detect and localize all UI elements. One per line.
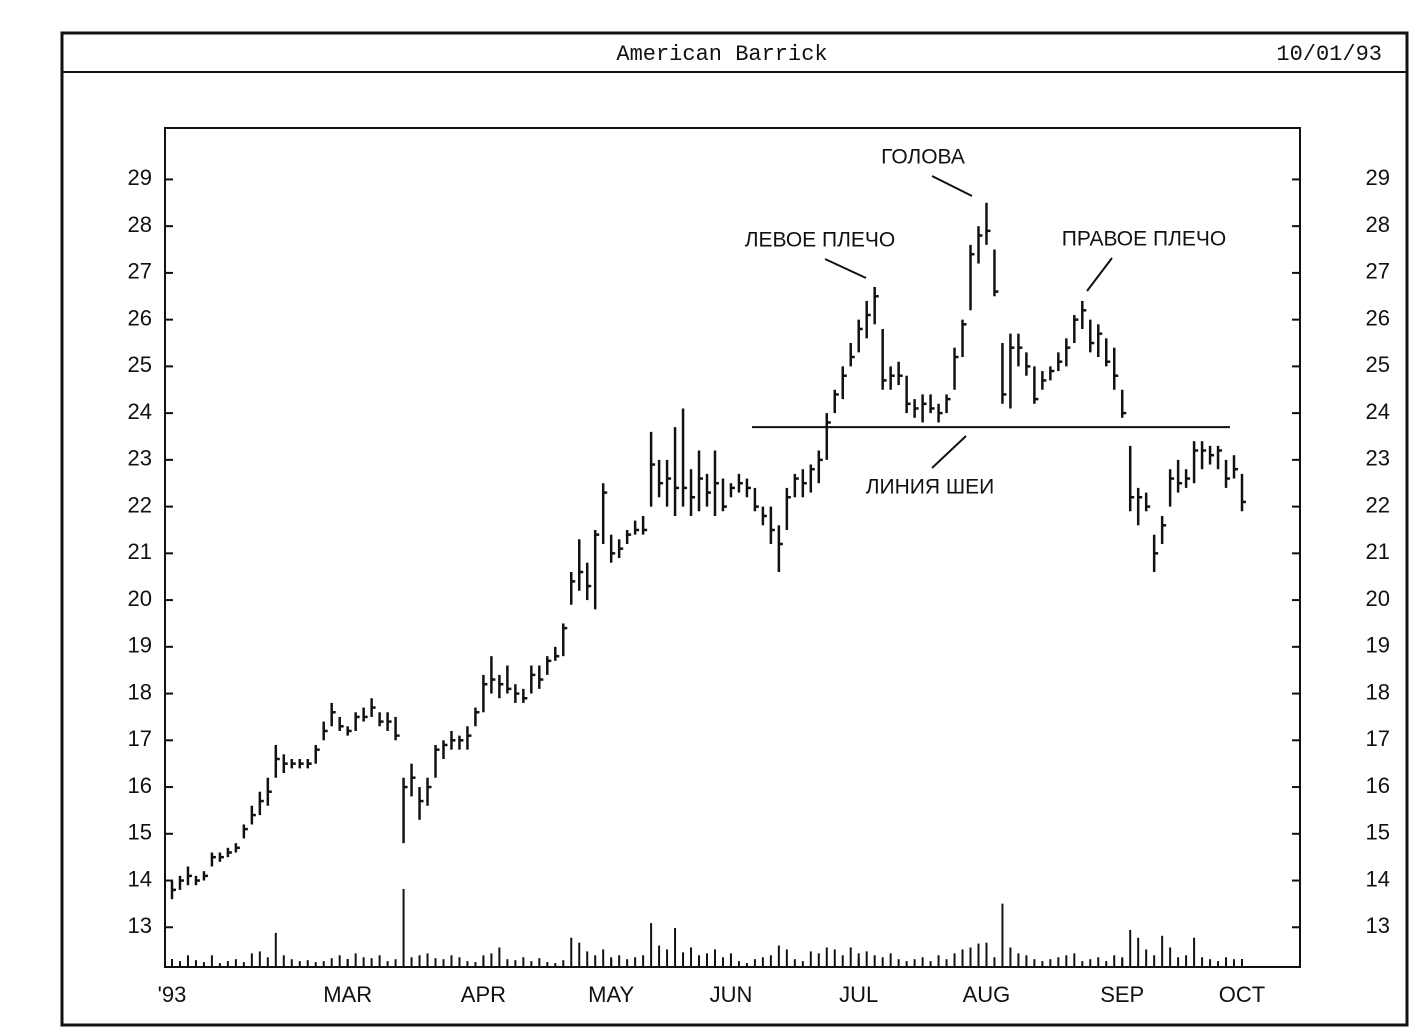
x-tick-label: JUN — [710, 982, 753, 1007]
y-tick-label: 21 — [128, 539, 152, 564]
y-tick-label: 13 — [128, 913, 152, 938]
plot-frame — [164, 127, 1301, 968]
x-tick-label: AUG — [963, 982, 1011, 1007]
y-tick-label: 29 — [128, 165, 152, 190]
annotation: ГОЛОВА — [881, 146, 965, 169]
x-tick-label: OCT — [1219, 982, 1265, 1007]
x-tick-label: JUL — [839, 982, 878, 1007]
y2-tick-label: 22 — [1366, 492, 1390, 517]
y2-tick-label: 13 — [1366, 913, 1390, 938]
x-tick-label: MAR — [323, 982, 372, 1007]
x-tick-label: APR — [461, 982, 506, 1007]
x-tick-label: '93 — [158, 982, 187, 1007]
chart-date: 10/01/93 — [1276, 42, 1382, 67]
y-tick-label: 16 — [128, 773, 152, 798]
annotation-pointer — [931, 435, 967, 469]
chart-title: American Barrick — [616, 42, 827, 67]
y-tick-label: 28 — [128, 212, 152, 237]
y2-tick-label: 29 — [1366, 165, 1390, 190]
y2-tick-label: 19 — [1366, 633, 1390, 658]
x-tick-label: MAY — [588, 982, 634, 1007]
y2-tick-label: 18 — [1366, 679, 1390, 704]
y-tick-label: 25 — [128, 352, 152, 377]
y-tick-label: 26 — [128, 305, 152, 330]
y-tick-label: 14 — [128, 866, 152, 891]
y-tick-label: 18 — [128, 679, 152, 704]
y2-tick-label: 23 — [1366, 446, 1390, 471]
y-tick-label: 23 — [128, 446, 152, 471]
y-tick-label: 24 — [128, 399, 152, 424]
y-tick-label: 22 — [128, 492, 152, 517]
y2-tick-label: 25 — [1366, 352, 1390, 377]
annotation-pointer — [824, 258, 867, 279]
y2-tick-label: 20 — [1366, 586, 1390, 611]
y2-tick-label: 27 — [1366, 259, 1390, 284]
annotation: ЛЕВОЕ ПЛЕЧО — [745, 229, 896, 252]
y2-tick-label: 14 — [1366, 866, 1390, 891]
y-tick-label: 20 — [128, 586, 152, 611]
y-tick-label: 19 — [128, 633, 152, 658]
y2-tick-label: 26 — [1366, 305, 1390, 330]
y2-tick-label: 15 — [1366, 820, 1390, 845]
annotation: ПРАВОЕ ПЛЕЧО — [1062, 228, 1226, 251]
y2-tick-label: 17 — [1366, 726, 1390, 751]
y-tick-label: 27 — [128, 259, 152, 284]
x-tick-label: SEP — [1100, 982, 1144, 1007]
annotation-pointer — [931, 175, 973, 197]
y2-tick-label: 16 — [1366, 773, 1390, 798]
y-tick-label: 17 — [128, 726, 152, 751]
outer-frame — [60, 31, 1409, 1027]
y2-tick-label: 21 — [1366, 539, 1390, 564]
annotation-pointer — [1086, 257, 1113, 292]
y2-tick-label: 24 — [1366, 399, 1390, 424]
y2-tick-label: 28 — [1366, 212, 1390, 237]
neckline-label: ЛИНИЯ ШЕИ — [866, 476, 994, 499]
y-tick-label: 15 — [128, 820, 152, 845]
